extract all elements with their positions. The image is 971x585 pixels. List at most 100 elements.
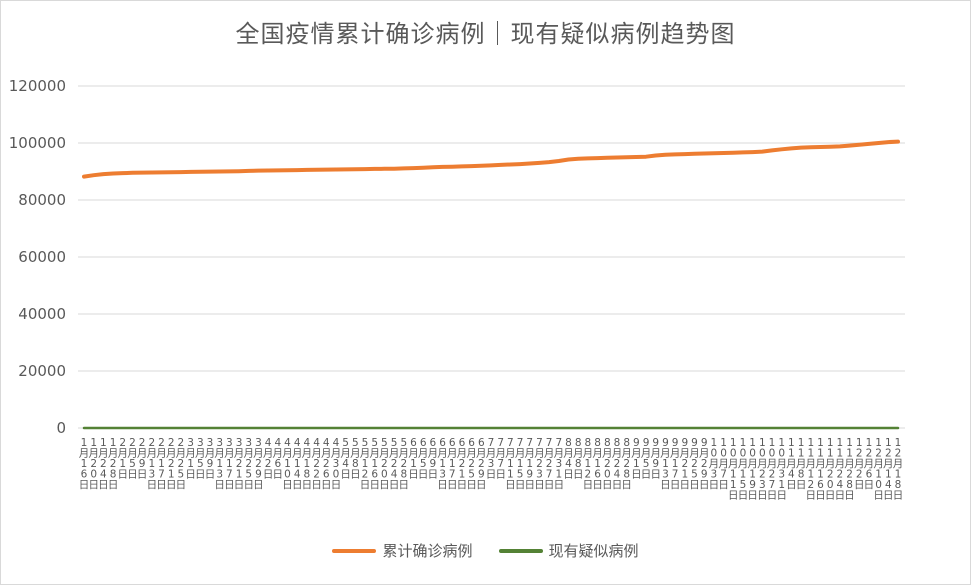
y-tick-label: 60000: [18, 248, 66, 266]
legend-label-suspected: 现有疑似病例: [548, 542, 639, 560]
y-tick-label: 80000: [18, 191, 66, 209]
y-tick-label: 100000: [9, 134, 66, 152]
y-tick-label: 40000: [18, 305, 66, 323]
legend: 累计确诊病例 现有疑似病例: [0, 540, 971, 561]
x-axis-tick-labels: 1 月 1 6 日1 月 2 0 日1 月 2 4 日1 月 2 8 日2 月 1 日2 月 5 日2 月 9 日2 月 1 3 日2 月 1…: [79, 437, 904, 502]
y-tick-label: 120000: [9, 77, 66, 95]
legend-item-cumulative[interactable]: 累计确诊病例: [332, 540, 473, 561]
y-axis-tick-labels: 0 20000 40000 60000 80000 100000 120000: [9, 77, 66, 437]
series-lines: [82, 139, 900, 430]
y-tick-label: 20000: [18, 362, 66, 380]
legend-item-suspected[interactable]: 现有疑似病例: [498, 540, 639, 561]
legend-swatch-cumulative: [332, 548, 377, 553]
y-tick-label: 0: [56, 419, 66, 437]
chart-title: 全国疫情累计确诊病例｜现有疑似病例趋势图: [235, 20, 736, 48]
series-line-0: [82, 139, 900, 179]
legend-swatch-suspected: [498, 548, 543, 553]
legend-label-cumulative: 累计确诊病例: [382, 542, 473, 560]
